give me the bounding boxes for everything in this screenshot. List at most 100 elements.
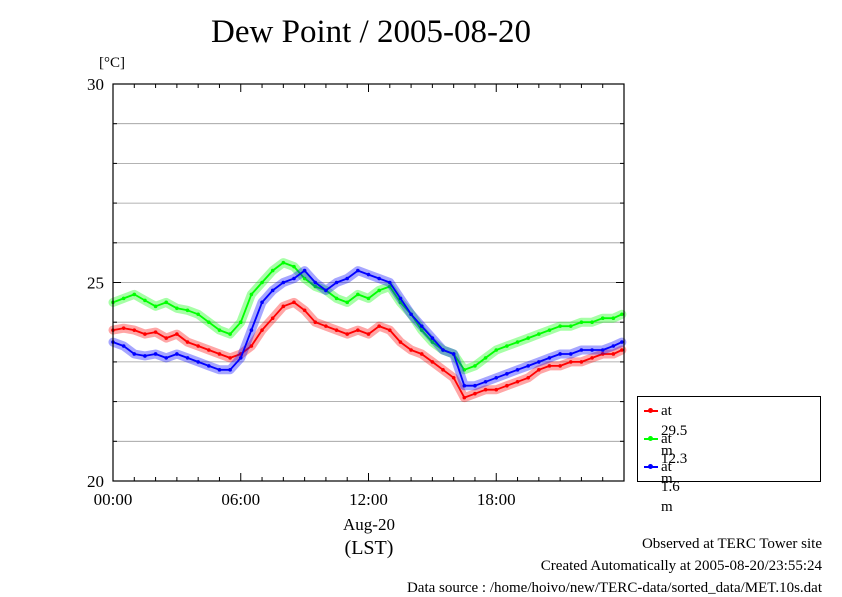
series-point (302, 276, 307, 281)
series-point (473, 383, 477, 388)
series-point (175, 352, 179, 356)
series-point (292, 264, 296, 269)
series-point (494, 375, 499, 380)
series-point (620, 348, 624, 352)
series-point (164, 336, 169, 340)
series-point (590, 356, 594, 360)
series-point (260, 328, 264, 332)
series-point (164, 356, 169, 360)
series-point (313, 280, 318, 285)
x-tick-label: 06:00 (221, 490, 260, 509)
series-point (430, 336, 435, 340)
series-point (568, 360, 573, 364)
series-point (441, 368, 445, 372)
series-point (462, 383, 467, 388)
legend-label-29-5m: at 29.5 m (661, 403, 688, 459)
series-point (164, 300, 169, 305)
series-point (228, 356, 232, 360)
series-point (207, 320, 211, 325)
series-point (473, 391, 477, 396)
series-point (419, 324, 424, 328)
legend-marker-1-6m (648, 464, 653, 469)
x-axis-timezone-label: (LST) (344, 537, 394, 559)
series-point (345, 332, 350, 336)
series-point (579, 348, 584, 352)
series-point (558, 364, 562, 368)
series-point (505, 383, 509, 388)
series-point (345, 300, 350, 305)
series-point (313, 284, 318, 289)
series-point (260, 280, 264, 285)
series-point (419, 352, 424, 356)
series-point (313, 320, 318, 325)
series-point (430, 340, 435, 344)
series-layer (108, 258, 627, 403)
series-point (611, 352, 616, 356)
series-point (611, 316, 616, 321)
y-tick-label: 25 (87, 274, 104, 293)
x-tick-label: 18:00 (477, 490, 516, 509)
series-point (526, 375, 530, 380)
series-at-29-5-m (108, 297, 627, 403)
series-point (121, 344, 126, 348)
series-point (185, 308, 190, 313)
series-point (600, 348, 605, 352)
series-point (611, 344, 616, 348)
series-point (462, 395, 467, 400)
series-point (356, 268, 360, 273)
series-point (249, 292, 254, 297)
series-point (121, 326, 126, 330)
y-tick-label: 20 (87, 472, 104, 491)
series-point (590, 320, 594, 325)
series-point (281, 304, 286, 309)
y-axis-unit-label: [°C] (99, 55, 125, 71)
series-point (547, 364, 552, 368)
series-point (196, 312, 200, 317)
series-point (366, 272, 371, 277)
series-point (175, 332, 179, 336)
series-point (228, 332, 232, 336)
series-point (334, 328, 339, 332)
series-point (356, 328, 360, 332)
y-tick-label: 30 (87, 75, 104, 94)
series-point (568, 352, 573, 356)
series-point (462, 368, 467, 372)
series-point (132, 292, 137, 297)
series-point (579, 320, 584, 325)
series-point (121, 296, 126, 301)
series-point (451, 375, 456, 380)
series-point (441, 348, 445, 352)
series-point (409, 312, 413, 317)
series-point (387, 328, 392, 332)
series-point (196, 360, 200, 364)
series-point (132, 352, 137, 356)
series-point (483, 387, 488, 392)
legend: at 29.5 m at 12.3 m at 1.6 m (637, 396, 821, 515)
series-point (494, 348, 499, 352)
series-point (590, 348, 594, 352)
series-point (515, 379, 520, 384)
series-line (112, 301, 623, 399)
series-point (132, 328, 137, 332)
series-point (505, 372, 509, 376)
series-point (600, 316, 605, 321)
series-point (356, 292, 360, 297)
series-point (568, 324, 573, 328)
legend-label-12-3m: at 12.3 m (661, 431, 688, 487)
series-point (377, 288, 381, 293)
series-point (260, 300, 264, 305)
series-point (345, 276, 350, 281)
series-point (620, 312, 624, 317)
series-point (217, 368, 222, 372)
series-point (153, 304, 158, 309)
series-point (249, 328, 254, 332)
series-point (185, 340, 190, 344)
series-point (143, 298, 147, 303)
series-point (558, 324, 562, 328)
series-point (483, 356, 488, 360)
x-axis-date-label: Aug-20 (343, 515, 395, 534)
series-point (398, 340, 403, 344)
series-point (377, 276, 381, 281)
series-point (292, 276, 296, 281)
